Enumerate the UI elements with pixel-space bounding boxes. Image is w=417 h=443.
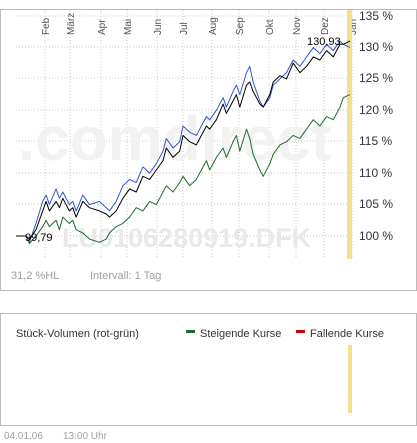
legend-label-falling: Fallende Kurse (310, 328, 384, 340)
month-tick-label: Jan (348, 19, 359, 35)
volume-today-highlight (348, 345, 352, 413)
y-tick-label: 130 % (359, 40, 393, 54)
month-labels: Feb März Apr Mai Jun Jul Aug Sep Okt Nov Dez Jan (41, 13, 359, 35)
y-tick-label: 105 % (359, 197, 393, 211)
month-tick-label: Sep (235, 17, 246, 35)
y-tick-label: 115 % (359, 134, 392, 148)
isin-watermark: LU0106280919.DFK (62, 223, 312, 253)
y-axis-labels: 135 % 130 % 125 % 120 % 115 % 110 % 105 % 100 % (359, 9, 393, 243)
series-line-green (16, 94, 351, 244)
month-tick-label: Apr (97, 19, 108, 35)
month-tick-label: Okt (265, 19, 276, 35)
y-tick-label: 100 % (359, 229, 393, 243)
volume-title: Stück-Volumen (rot-grün) (16, 328, 139, 340)
end-value-label: 130,93 (307, 36, 341, 48)
comdirect-watermark: .comdirect (18, 105, 332, 174)
series-line-black (16, 40, 351, 240)
month-tick-label: Aug (208, 17, 219, 35)
y-tick-label: 110 % (359, 166, 392, 180)
month-tick-label: Feb (41, 17, 52, 35)
price-series (16, 40, 351, 244)
footer-time: 13:00 Uhr (63, 431, 108, 442)
month-tick-label: Nov (292, 17, 303, 35)
range-label: 31,2 %HL (11, 270, 59, 282)
series-line-blue (16, 40, 351, 243)
month-tick-label: Mai (123, 19, 134, 35)
price-chart-panel: Feb März Apr Mai Jun Jul Aug Sep Okt Nov Dez Jan .c… (0, 9, 417, 291)
volume-panel: Stück-Volumen (rot-grün) Steigende Kurse… (0, 313, 417, 426)
start-value-label: 99,79 (25, 232, 53, 244)
month-tick-label: März (66, 13, 77, 35)
month-tick-label: Dez (320, 17, 331, 35)
y-tick-label: 125 % (359, 71, 393, 85)
legend-swatch-rising (186, 330, 195, 333)
legend-swatch-falling (296, 330, 305, 333)
volume-panel-frame (0, 313, 417, 426)
y-tick-label: 120 % (359, 103, 393, 117)
footer-date: 04.01.06 (4, 431, 43, 442)
legend-label-rising: Steigende Kurse (200, 328, 281, 340)
month-tick-label: Jul (179, 22, 190, 35)
month-tick-label: Jun (153, 19, 164, 35)
today-highlight-bar (347, 10, 352, 259)
y-tick-label: 135 % (359, 9, 393, 23)
interval-label: Intervall: 1 Tag (90, 270, 161, 282)
